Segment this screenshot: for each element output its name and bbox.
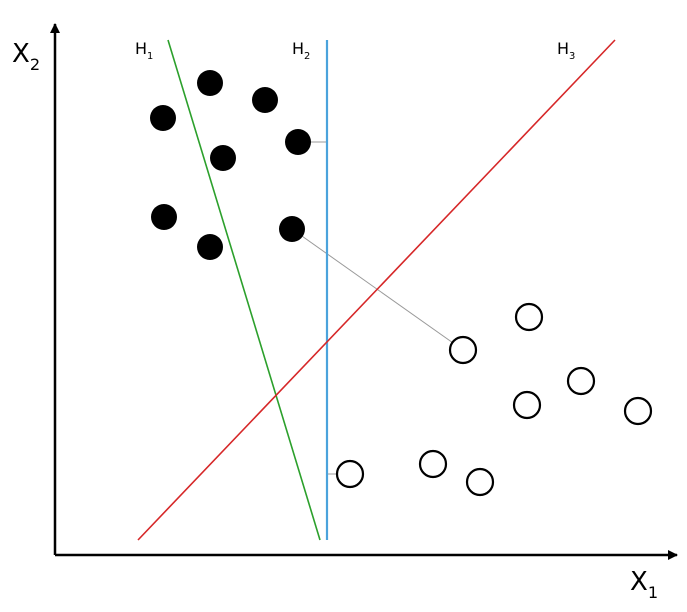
- point: [566, 366, 596, 396]
- point: [418, 449, 448, 479]
- point: [151, 204, 177, 230]
- point: [514, 302, 544, 332]
- class-open: [335, 302, 653, 497]
- point: [465, 467, 495, 497]
- point: [623, 396, 653, 426]
- point: [512, 390, 542, 420]
- point: [335, 459, 365, 489]
- point: [448, 335, 478, 365]
- x-axis-label: X1: [630, 567, 658, 602]
- hyperplane-label: H1: [135, 39, 153, 62]
- point: [197, 234, 223, 260]
- hyperplane-label: H3: [557, 39, 575, 62]
- y-axis-label: X2: [12, 39, 40, 74]
- point: [150, 105, 176, 131]
- hyperplane-label: H2: [292, 39, 310, 62]
- class-filled: [150, 70, 311, 260]
- point: [279, 216, 305, 242]
- hyperplane-h3: [137, 39, 616, 541]
- hyperplane-h1: [167, 39, 321, 541]
- point: [252, 87, 278, 113]
- point: [285, 129, 311, 155]
- point: [210, 145, 236, 171]
- point: [197, 70, 223, 96]
